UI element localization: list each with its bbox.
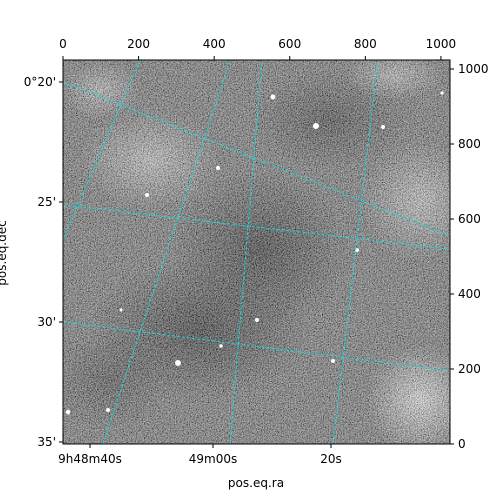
dec-tick-label: 25' xyxy=(37,195,56,209)
ra-axis: 9h48m40s 49m00s 20s xyxy=(58,444,342,466)
top-tick-label: 0 xyxy=(59,37,67,51)
right-pixel-axis: 0 200 400 600 800 1000 xyxy=(450,62,489,451)
right-tick-label: 1000 xyxy=(458,62,489,76)
right-tick-label: 800 xyxy=(458,137,481,151)
ra-tick-label: 20s xyxy=(320,452,342,466)
dec-tick-label: 35' xyxy=(37,435,56,449)
top-tick-label: 200 xyxy=(127,37,150,51)
right-tick-label: 600 xyxy=(458,212,481,226)
dec-tick-label: 0°20' xyxy=(24,75,56,89)
top-tick-label: 1000 xyxy=(426,37,457,51)
top-tick-label: 800 xyxy=(354,37,377,51)
x-axis-title: pos.eq.ra xyxy=(228,476,284,490)
coordinate-grid xyxy=(63,60,450,444)
right-tick-label: 400 xyxy=(458,287,481,301)
ra-tick-label: 49m00s xyxy=(189,452,237,466)
top-tick-label: 600 xyxy=(278,37,301,51)
right-tick-label: 0 xyxy=(458,437,466,451)
top-tick-label: 400 xyxy=(203,37,226,51)
ra-tick-label: 9h48m40s xyxy=(58,452,122,466)
right-tick-label: 200 xyxy=(458,362,481,376)
image-area xyxy=(63,60,450,444)
dec-tick-label: 30' xyxy=(37,315,56,329)
dec-axis: 0°20' 25' 30' 35' xyxy=(24,75,63,449)
top-pixel-axis: 0 200 400 600 800 1000 xyxy=(59,37,456,60)
star-points xyxy=(65,91,444,415)
plot-frame xyxy=(62,59,451,445)
y-axis-title: pos.eq.dec xyxy=(0,220,9,285)
